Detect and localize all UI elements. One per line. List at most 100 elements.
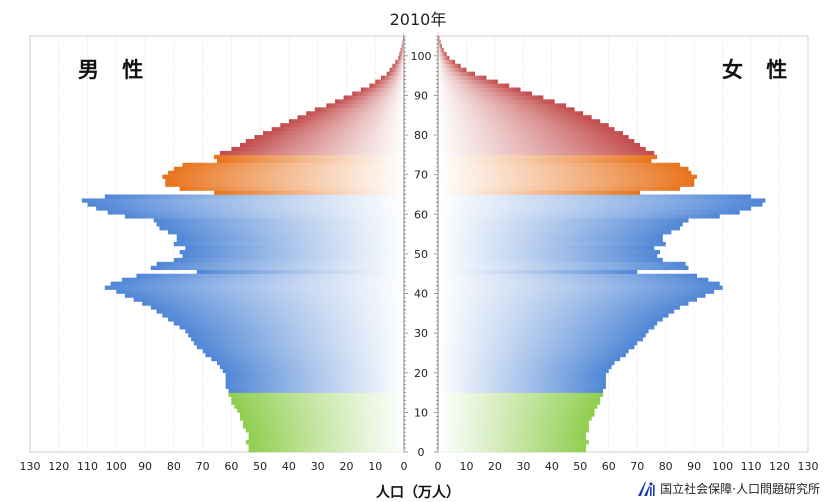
female-bar-age-73 xyxy=(438,158,652,164)
female-bar-age-94 xyxy=(438,75,487,80)
female-bar-age-63 xyxy=(438,198,766,203)
male-bar-age-20 xyxy=(222,368,404,374)
female-bar-age-16 xyxy=(438,384,606,389)
x-tick-label: 110 xyxy=(741,460,762,473)
male-bar-age-72 xyxy=(182,162,404,168)
male-bar-age-63 xyxy=(81,198,405,203)
x-tick-label: 100 xyxy=(712,460,733,473)
x-tick-label: 20 xyxy=(339,460,353,473)
female-bar-age-2 xyxy=(438,440,589,445)
male-bar-age-31 xyxy=(179,325,404,330)
age-tick-label: 50 xyxy=(414,248,428,261)
female-bar-age-86 xyxy=(438,107,575,112)
female-bar-age-87 xyxy=(438,103,567,108)
female-bar-age-1 xyxy=(438,444,586,449)
female-bar-age-95 xyxy=(438,71,475,76)
male-bar-age-101 xyxy=(400,47,404,53)
female-bar-age-31 xyxy=(438,325,655,330)
female-bar-age-54 xyxy=(438,234,663,239)
female-bar-age-64 xyxy=(438,194,752,199)
female-bar-age-96 xyxy=(438,67,467,72)
female-bars xyxy=(438,32,766,453)
female-bar-age-84 xyxy=(438,115,592,120)
male-bar-age-33 xyxy=(168,317,404,322)
male-bar-age-27 xyxy=(193,341,404,346)
female-bar-age-21 xyxy=(438,364,612,370)
source-logo: 国立社会保障·人口問題研究所 xyxy=(636,480,820,497)
female-bar-age-43 xyxy=(438,277,709,282)
female-bar-age-37 xyxy=(438,301,689,306)
female-bar-age-92 xyxy=(438,83,510,88)
male-bar-age-23 xyxy=(211,356,404,362)
male-bar-age-47 xyxy=(156,261,404,267)
female-bar-age-29 xyxy=(438,333,646,338)
x-tick-label: 40 xyxy=(282,460,296,473)
female-bar-age-7 xyxy=(438,420,589,425)
male-bar-age-48 xyxy=(173,257,404,263)
female-bar-age-3 xyxy=(438,436,586,441)
male-bar-age-4 xyxy=(248,432,404,437)
male-bar-age-92 xyxy=(369,83,404,88)
female-bar-age-98 xyxy=(438,59,456,65)
x-tick-label: 40 xyxy=(545,460,559,473)
male-bar-age-22 xyxy=(217,360,404,366)
male-bar-age-77 xyxy=(240,142,404,148)
female-bar-age-39 xyxy=(438,293,706,298)
female-bar-age-51 xyxy=(438,245,655,251)
male-bar-age-88 xyxy=(334,99,404,104)
female-bar-age-44 xyxy=(438,273,697,278)
female-bar-age-97 xyxy=(438,63,461,68)
male-bar-age-65 xyxy=(214,190,404,195)
female-bar-age-22 xyxy=(438,360,615,366)
female-bar-age-36 xyxy=(438,305,680,310)
female-bar-age-82 xyxy=(438,123,609,128)
male-bar-age-51 xyxy=(185,245,404,251)
male-bar-age-100 xyxy=(399,51,404,57)
age-tick-label: 90 xyxy=(414,89,428,102)
male-bar-age-103 xyxy=(402,39,404,45)
female-bar-age-85 xyxy=(438,111,584,116)
male-bar-age-54 xyxy=(176,234,404,239)
male-bar-age-30 xyxy=(185,329,404,334)
female-bar-age-69 xyxy=(438,174,697,179)
female-bar-age-59 xyxy=(438,214,720,219)
female-bar-age-88 xyxy=(438,99,555,104)
x-tick-label: 0 xyxy=(435,460,442,473)
female-bar-age-32 xyxy=(438,321,658,326)
male-bar-age-25 xyxy=(202,348,404,354)
female-bar-age-90 xyxy=(438,91,532,96)
male-bar-age-87 xyxy=(326,103,404,108)
female-bar-age-83 xyxy=(438,119,601,124)
female-bar-age-41 xyxy=(438,285,723,290)
male-bar-age-96 xyxy=(389,67,404,72)
male-bar-age-16 xyxy=(225,384,404,389)
female-bar-age-9 xyxy=(438,412,595,417)
male-bar-age-10 xyxy=(237,408,404,413)
male-bar-age-79 xyxy=(254,135,404,140)
female-bar-age-40 xyxy=(438,289,715,294)
male-bar-age-82 xyxy=(280,123,404,128)
male-bar-age-44 xyxy=(136,273,404,278)
male-bar-age-98 xyxy=(395,59,404,65)
male-bar-age-60 xyxy=(107,210,404,215)
male-label: 男 性 xyxy=(78,58,152,82)
female-bar-age-52 xyxy=(438,242,666,247)
female-bar-age-49 xyxy=(438,253,658,259)
age-tick-label: 80 xyxy=(414,129,428,142)
female-bar-age-65 xyxy=(438,190,641,195)
male-bar-age-39 xyxy=(124,293,404,298)
female-bar-age-5 xyxy=(438,428,589,433)
male-bar-age-58 xyxy=(153,218,404,223)
ipss-logo-icon xyxy=(638,481,655,496)
female-bar-age-57 xyxy=(438,222,683,227)
male-bar-age-50 xyxy=(179,249,404,255)
male-bar-age-36 xyxy=(150,305,404,310)
male-bar-age-18 xyxy=(225,376,404,381)
female-bar-age-75 xyxy=(438,150,655,156)
female-bar-age-6 xyxy=(438,424,589,429)
x-tick-label: 120 xyxy=(769,460,790,473)
male-bar-age-13 xyxy=(231,396,404,401)
x-axis-label: 人口（万人） xyxy=(376,485,460,501)
female-bar-age-71 xyxy=(438,166,689,172)
